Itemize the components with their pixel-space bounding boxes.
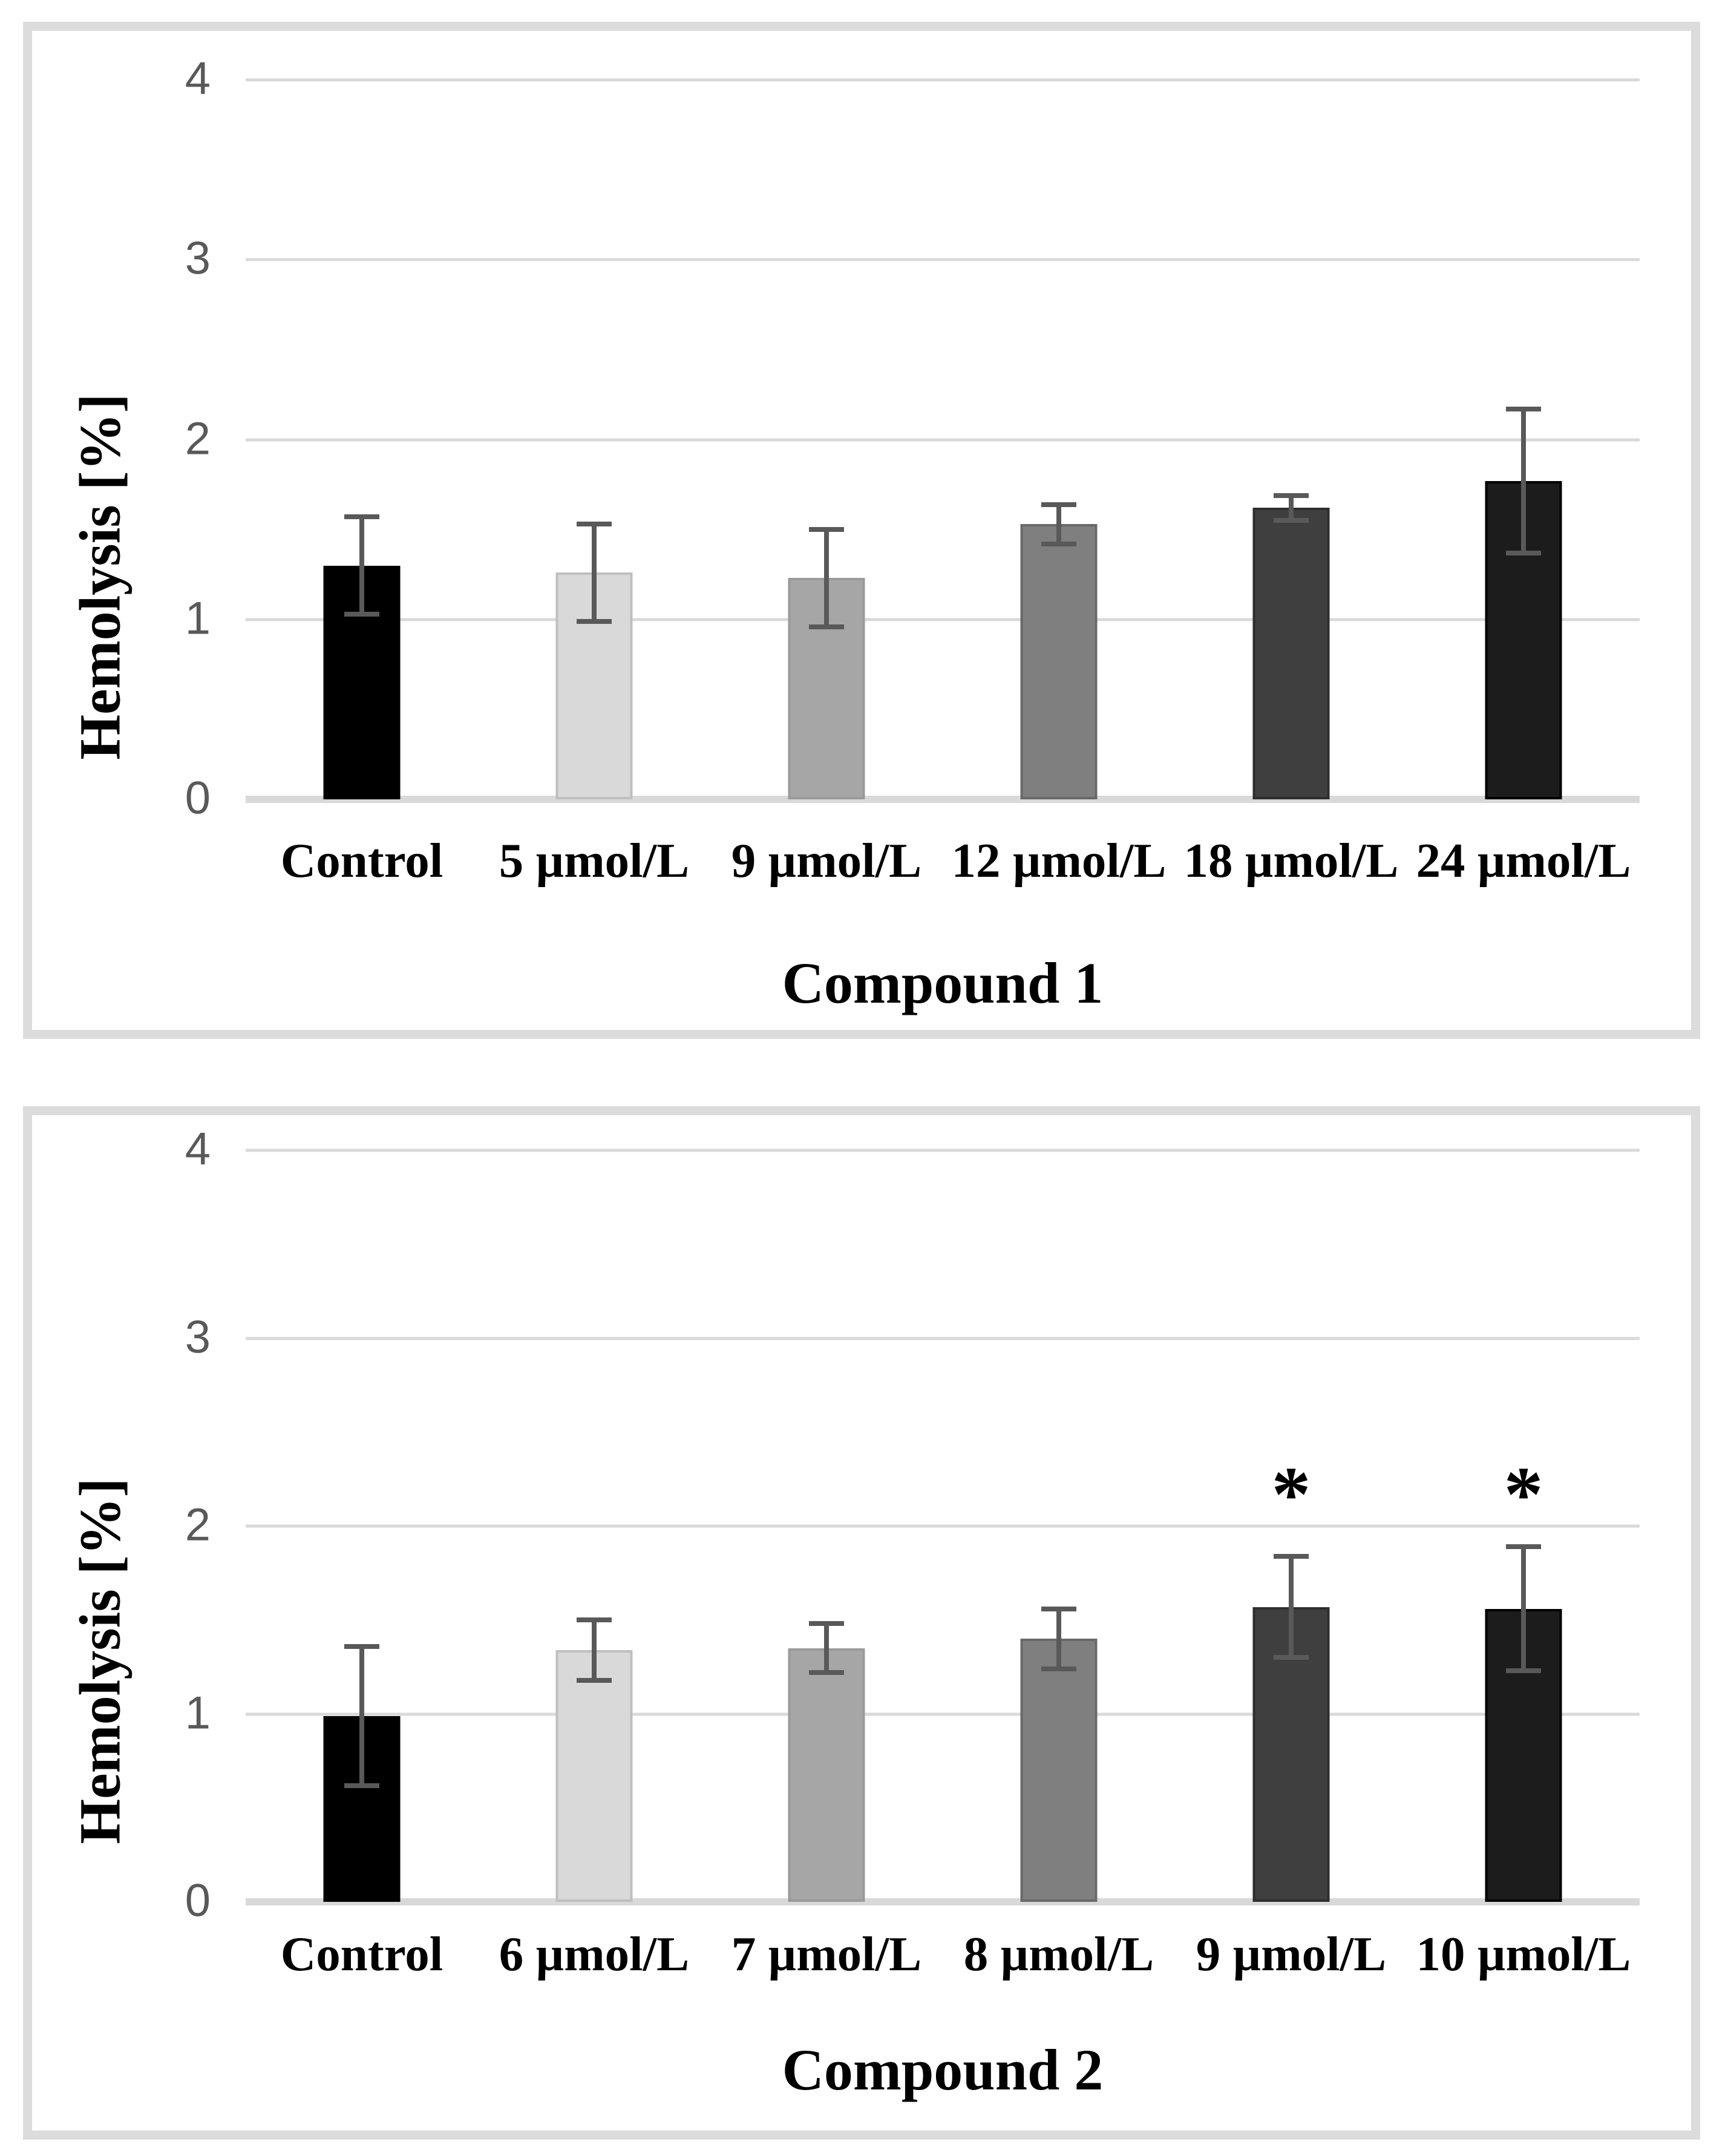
error-bar [1521, 408, 1526, 553]
bar-group [1175, 80, 1407, 799]
bar [1020, 524, 1098, 799]
error-bar [592, 524, 597, 621]
error-bar [1289, 495, 1294, 521]
error-bar-cap [1506, 406, 1541, 411]
y-tick-label: 0 [185, 1875, 211, 1927]
significance-asterisk: * [1271, 1451, 1311, 1538]
bar-group: * [1175, 1150, 1407, 1902]
bar [788, 1648, 865, 1902]
bar-group: * [1407, 1150, 1640, 1902]
error-bar [824, 1624, 829, 1673]
bar-group [943, 80, 1175, 799]
error-bar-cap [809, 1670, 844, 1676]
error-bar-cap [1041, 541, 1076, 546]
error-bar [359, 517, 364, 614]
error-bar [359, 1646, 364, 1786]
category-label: 8 µmol/L [963, 1927, 1154, 1981]
y-tick-label: 4 [185, 53, 211, 105]
gridline [246, 1712, 1640, 1715]
gridline [246, 1337, 1640, 1340]
category-label: 10 µmol/L [1416, 1927, 1631, 1981]
bar-group [246, 80, 478, 799]
category-label: 7 µmol/L [731, 1927, 922, 1981]
bar-series [246, 80, 1640, 799]
y-tick-label: 2 [185, 1499, 211, 1551]
chart-panel-compound-1: Hemolysis [%] 0 1 2 3 4 Control 5 µmol/L 9 µmo… [23, 22, 1700, 1039]
category-label: 9 µmol/L [1196, 1927, 1387, 1981]
error-bar [1289, 1556, 1294, 1658]
y-tick-label: 0 [185, 772, 211, 824]
category-label: 24 µmol/L [1416, 833, 1631, 888]
bar-group [710, 80, 943, 799]
error-bar [1521, 1547, 1526, 1671]
category-label: 6 µmol/L [499, 1927, 690, 1981]
error-bar-cap [344, 1783, 379, 1788]
error-bar-cap [344, 1643, 379, 1649]
error-bar-cap [577, 1617, 612, 1623]
gridline [246, 78, 1640, 82]
y-tick-label: 1 [185, 592, 211, 644]
error-bar-cap [1041, 502, 1076, 507]
bar-series: * * [246, 1150, 1640, 1902]
bar [1020, 1639, 1098, 1902]
gridline [246, 1148, 1640, 1152]
bar-group [478, 80, 710, 799]
category-axis: Control 6 µmol/L 7 µmol/L 8 µmol/L 9 µmol/L 1… [246, 1926, 1640, 1982]
y-tick-label: 1 [185, 1686, 211, 1738]
error-bar-cap [1506, 550, 1541, 555]
error-bar-cap [1506, 1544, 1541, 1550]
error-bar-cap [344, 514, 379, 520]
y-axis-title: Hemolysis [%] [67, 393, 133, 760]
category-axis: Control 5 µmol/L 9 µmol/L 12 µmol/L 18 µmol/… [246, 833, 1640, 889]
error-bar-cap [1274, 1655, 1309, 1660]
chart-title: Compound 1 [782, 951, 1104, 1015]
bar-group [943, 1150, 1175, 1902]
category-label: Control [280, 1927, 443, 1981]
error-bar-cap [1274, 518, 1309, 523]
plot-area: 0 1 2 3 4 * * [185, 1126, 1640, 1924]
chart-panel-compound-2: Hemolysis [%] 0 1 2 3 4 * * Control 6 µmol/L 7 µ… [23, 1106, 1700, 2140]
error-bar-cap [577, 618, 612, 624]
bar [1485, 480, 1562, 799]
y-tick-label: 2 [185, 412, 211, 464]
plot-area: 0 1 2 3 4 [185, 56, 1640, 821]
y-tick-label: 3 [185, 1311, 211, 1363]
gridline [246, 1524, 1640, 1528]
error-bar-cap [577, 1677, 612, 1683]
chart-title: Compound 2 [782, 2037, 1104, 2102]
category-label: Control [280, 833, 443, 888]
error-bar [1056, 504, 1061, 544]
error-bar-cap [344, 611, 379, 617]
gridline [246, 618, 1640, 621]
gridline [246, 258, 1640, 261]
category-label: 5 µmol/L [499, 833, 690, 888]
category-label: 9 µmol/L [731, 833, 922, 888]
bar [1252, 508, 1330, 799]
error-bar [1056, 1608, 1061, 1669]
error-bar-cap [1041, 1666, 1076, 1671]
bar-group [1407, 80, 1640, 799]
error-bar-cap [809, 1621, 844, 1627]
significance-asterisk: * [1504, 1451, 1543, 1538]
error-bar [824, 529, 829, 627]
error-bar-cap [809, 624, 844, 629]
category-label: 12 µmol/L [951, 833, 1167, 888]
error-bar-cap [1274, 1553, 1309, 1559]
error-bar-cap [1041, 1606, 1076, 1611]
bar-group [710, 1150, 943, 1902]
bar-group [246, 1150, 478, 1902]
y-tick-label: 4 [185, 1123, 211, 1175]
y-axis-title: Hemolysis [%] [67, 1478, 133, 1844]
error-bar-cap [577, 522, 612, 527]
bar [555, 1650, 633, 1902]
y-tick-label: 3 [185, 232, 211, 284]
gridline [246, 438, 1640, 441]
category-label: 18 µmol/L [1183, 833, 1399, 888]
error-bar-cap [809, 527, 844, 532]
bar-group [478, 1150, 710, 1902]
error-bar [592, 1620, 597, 1680]
error-bar-cap [1506, 1668, 1541, 1674]
error-bar-cap [1274, 493, 1309, 498]
